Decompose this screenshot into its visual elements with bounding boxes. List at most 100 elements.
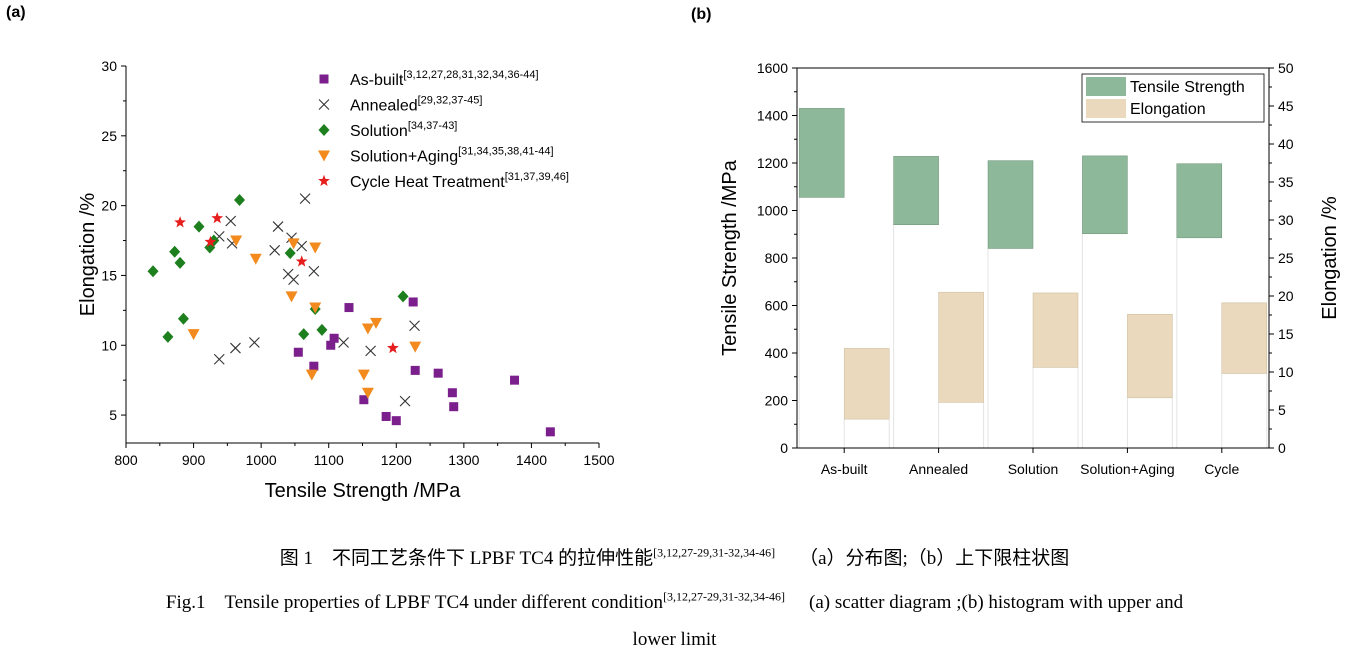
point-solution (177, 312, 189, 325)
marker-x-stroke (288, 274, 299, 286)
legend-marker-annealed (318, 99, 330, 110)
y-left-axis-title: Tensile Strength /MPa (719, 159, 741, 356)
point-as-built (326, 340, 336, 350)
point-solution-aging (309, 242, 322, 254)
tensile-strength-bar (798, 108, 845, 198)
point-solution (162, 330, 174, 343)
y-right-tick-label: 20 (1278, 288, 1294, 304)
legend-refs: [34,37-43] (408, 120, 458, 132)
legend-label-cycle-heat-treatment: Cycle Heat Treatment[31,37,39,46] (350, 171, 569, 191)
x-tick-label: 1100 (314, 452, 344, 468)
elongation-bar (1032, 292, 1079, 368)
legend-label: Elongation (1130, 101, 1206, 118)
point-annealed (338, 337, 349, 348)
point-as-built (447, 388, 457, 398)
y-left-tick-label: 200 (765, 393, 789, 409)
scatter-points (147, 193, 555, 437)
point-as-built (408, 297, 418, 307)
point-annealed (296, 240, 308, 252)
tensile-strength-bar (1082, 155, 1128, 235)
x-tick-label: 800 (114, 452, 138, 468)
marker-x-stroke (272, 221, 284, 232)
legend-marker-solution-aging (318, 150, 330, 162)
point-cycle-heat-treatment (387, 341, 399, 354)
marker-x-stroke (409, 320, 420, 332)
legend-refs: [31,37,39,46] (505, 171, 569, 183)
y-left-tick-label: 1000 (757, 203, 788, 219)
legend-name: As-built (350, 72, 404, 89)
marker-x-stroke (365, 345, 376, 357)
y-left-tick-label: 1600 (757, 60, 788, 76)
y-tick-label: 20 (101, 198, 117, 214)
point-annealed (308, 265, 320, 277)
y-right-tick-label: 50 (1278, 60, 1294, 76)
point-annealed (299, 193, 311, 205)
marker-x-stroke (399, 395, 411, 407)
y-right-axis-title: Elongation /% (1319, 196, 1341, 320)
point-solution-aging (309, 302, 322, 314)
y-left-tick-label: 800 (765, 250, 789, 266)
x-category-label: Solution+Aging (1080, 461, 1175, 477)
point-solution-aging (287, 238, 300, 250)
point-as-built (410, 365, 420, 375)
point-solution-aging (230, 235, 243, 247)
marker-x-stroke (299, 193, 311, 205)
x-tick-label: 900 (182, 452, 206, 468)
point-solution (316, 323, 328, 336)
marker-x-stroke (248, 337, 260, 348)
marker-x-stroke (338, 337, 349, 348)
point-annealed (230, 342, 241, 354)
y-left-tick-label: 1400 (757, 108, 788, 124)
point-as-built (359, 395, 369, 405)
y-left-tick-label: 0 (780, 440, 788, 456)
point-as-built (293, 347, 303, 357)
point-as-built (391, 416, 401, 426)
point-cycle-heat-treatment (211, 212, 224, 224)
x-tick-label: 1400 (516, 452, 547, 468)
point-solution-aging (361, 387, 374, 399)
point-solution (169, 245, 181, 258)
x-category-label: Solution (1008, 461, 1059, 477)
point-as-built (449, 402, 459, 412)
marker-x-stroke (282, 268, 294, 280)
y-left-tick-label: 600 (765, 298, 789, 314)
point-solution-aging (187, 329, 200, 341)
legend-label-annealed: Annealed[29,32,37-45] (350, 95, 482, 115)
point-cycle-heat-treatment (204, 235, 217, 247)
point-solution-aging (249, 253, 262, 265)
y-tick-label: 10 (101, 337, 117, 353)
y-right-tick-label: 30 (1278, 212, 1294, 228)
legend-swatch (1086, 99, 1126, 118)
y-left-tick-label: 400 (765, 345, 789, 361)
point-annealed (409, 320, 420, 332)
scatter-axes: 800 900 1000 1100 1200 1300 1400 1500 5 10 15 20 25 3… (77, 58, 615, 502)
point-annealed (225, 215, 237, 227)
point-as-built (344, 303, 354, 313)
y-right-tick-label: 15 (1278, 326, 1294, 342)
point-cycle-heat-treatment (295, 255, 308, 267)
marker-x-stroke (308, 265, 320, 277)
point-solution (298, 328, 310, 341)
x-tick-label: 1300 (448, 452, 479, 468)
caption-en-refs: [3,12,27-29,31-32,34-46] (663, 589, 786, 604)
point-solution (397, 290, 409, 303)
scatter-chart: 800 900 1000 1100 1200 1300 1400 1500 5 10 15 20 25 3… (77, 58, 615, 502)
legend-marker-as-built (319, 74, 329, 84)
legend-label-solution-aging: Solution+Aging[31,34,35,38,41-44] (350, 146, 554, 166)
point-solution (193, 220, 205, 233)
point-as-built (545, 427, 555, 437)
y-right-tick-label: 25 (1278, 250, 1294, 266)
point-cycle-heat-treatment (174, 216, 186, 228)
point-annealed (365, 345, 376, 357)
legend-refs: [31,34,35,38,41-44] (458, 146, 553, 158)
point-annealed (272, 221, 284, 232)
y-right-tick-label: 40 (1278, 136, 1294, 152)
range-bars (798, 108, 1268, 448)
x-tick-label: 1500 (583, 452, 614, 468)
legend-name: Solution+Aging (350, 149, 458, 166)
point-solution-aging (305, 369, 318, 381)
elongation-bar (1127, 313, 1173, 399)
caption-cn-refs: [3,12,27-29,31-32,34-46] (653, 545, 776, 560)
point-annealed (213, 353, 225, 365)
y-tick-label: 25 (101, 128, 117, 144)
